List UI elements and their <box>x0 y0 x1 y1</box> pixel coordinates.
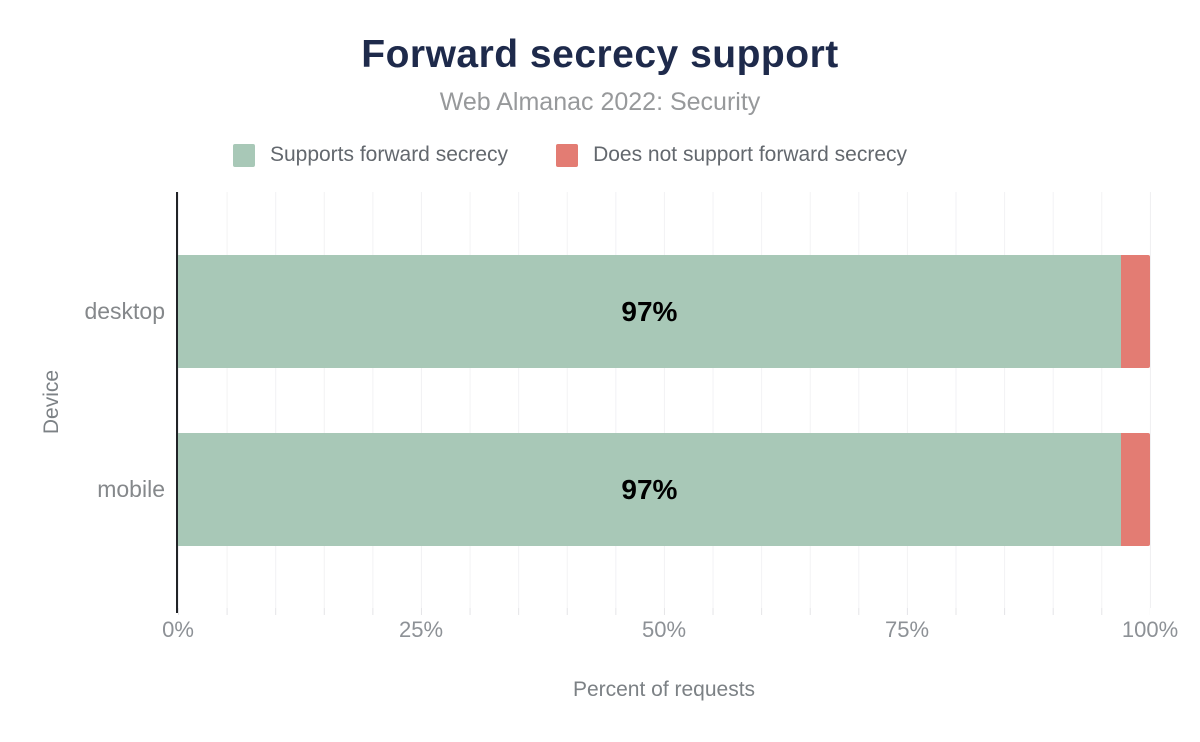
bar-row-desktop: 97% <box>178 255 1150 368</box>
legend-label-supports: Supports forward secrecy <box>269 143 509 166</box>
bar-desktop-value-label: 97% <box>621 295 678 327</box>
chart-subtitle: Web Almanac 2022: Security <box>439 88 761 116</box>
category-label-mobile: mobile <box>97 476 165 502</box>
plot-area: 97% 97% <box>178 192 1151 608</box>
legend-swatch-not-supports-icon <box>556 143 579 167</box>
x-axis-tick-marks <box>178 608 1150 615</box>
bar-desktop-supports-segment[interactable]: 97% <box>178 255 1121 368</box>
x-axis-title: Percent of requests <box>572 678 756 701</box>
bar-desktop-not-supports-segment[interactable] <box>1120 255 1150 368</box>
chart-title: Forward secrecy support <box>361 33 839 76</box>
bar-row-mobile: 97% <box>178 433 1150 546</box>
x-axis-tick-labels: 0% 25% 50% 75% 100% <box>162 617 1178 647</box>
category-label-desktop: desktop <box>84 298 165 324</box>
legend-swatch-supports-icon <box>232 143 255 167</box>
y-axis-line <box>176 192 179 613</box>
x-tick-75: 75% <box>884 617 930 642</box>
chart-legend: Supports forward secrecy Does not suppor… <box>0 143 1170 167</box>
bar-mobile-value-label: 97% <box>621 473 678 505</box>
legend-label-not-supports: Does not support forward secrecy <box>593 143 908 166</box>
legend-item-supports[interactable]: Supports forward secrecy <box>232 143 509 167</box>
x-tick-0: 0% <box>162 617 194 642</box>
x-tick-50: 50% <box>641 617 687 642</box>
bar-mobile-supports-segment[interactable]: 97% <box>178 433 1121 546</box>
x-tick-100: 100% <box>1121 617 1179 642</box>
legend-item-not-supports[interactable]: Does not support forward secrecy <box>556 143 907 167</box>
bar-mobile-not-supports-segment[interactable] <box>1120 433 1150 546</box>
x-tick-25: 25% <box>398 617 444 642</box>
